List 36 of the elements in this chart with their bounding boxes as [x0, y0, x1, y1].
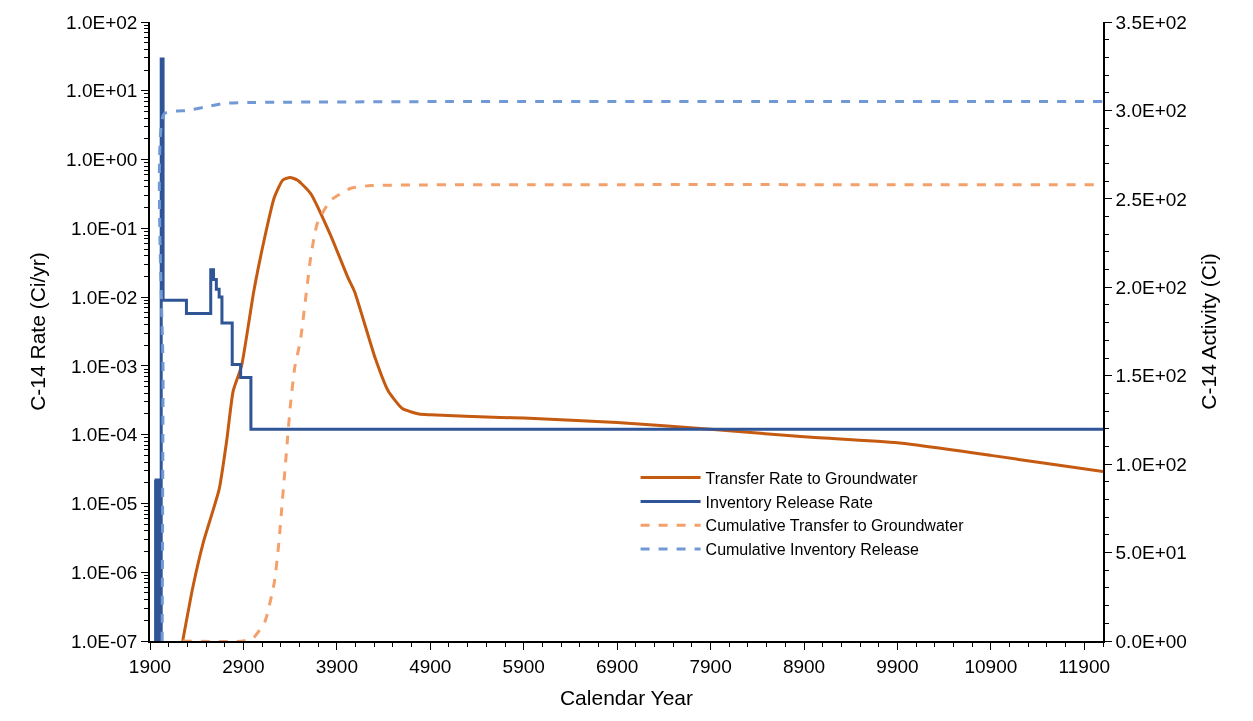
x-tick-label: 8900	[782, 655, 826, 677]
x-tick-label: 6900	[596, 655, 639, 677]
y-tick-label: 1.0E+01	[66, 80, 138, 102]
x-tick-label: 9900	[876, 655, 919, 677]
y-tick-label: 1.0E-01	[70, 217, 138, 239]
x-tick-label: 11900	[1058, 655, 1111, 677]
x-tick-label: 4900	[409, 655, 452, 677]
y-tick-label: 1.0E-05	[70, 493, 138, 515]
x-tick-label: 1900	[128, 655, 172, 677]
x-tick-label: 3900	[315, 655, 358, 677]
y2-tick-label: 1.5E+02	[1115, 365, 1187, 387]
y-tick-label: 1.0E+02	[66, 11, 138, 33]
y2-tick-label: 0.0E+00	[1115, 630, 1187, 652]
x-tick-label: 7900	[689, 655, 732, 677]
y-tick-label: 1.0E-03	[70, 355, 138, 377]
y2-tick-label: 2.5E+02	[1115, 188, 1187, 210]
y-tick-label: 1.0E-06	[70, 561, 138, 583]
y2-tick-label: 1.0E+02	[1115, 453, 1187, 475]
y2-tick-label: 2.0E+02	[1115, 276, 1187, 298]
legend-label: Cumulative Transfer to Groundwater	[705, 517, 965, 535]
x-tick-label: 10900	[964, 655, 1018, 677]
y2-tick-label: 5.0E+01	[1115, 542, 1187, 564]
y2-axis-title: C-14 Activity (Ci)	[1196, 253, 1220, 410]
y-tick-label: 1.0E-07	[70, 630, 138, 652]
y-axis-title: C-14 Rate (Ci/yr)	[25, 252, 49, 411]
x-axis-title: Calendar Year	[559, 686, 694, 710]
x-tick-label: 5900	[502, 655, 545, 677]
legend-label: Transfer Rate to Groundwater	[705, 469, 919, 487]
x-tick-label: 2900	[222, 655, 265, 677]
y2-tick-label: 3.0E+02	[1115, 100, 1187, 122]
legend-label: Inventory Release Rate	[705, 493, 873, 511]
y-tick-label: 1.0E-04	[70, 424, 138, 446]
y2-tick-label: 3.5E+02	[1115, 11, 1187, 33]
y-tick-label: 1.0E-02	[70, 286, 138, 308]
y-tick-label: 1.0E+00	[66, 149, 138, 171]
legend-label: Cumulative Inventory Release	[705, 541, 920, 559]
